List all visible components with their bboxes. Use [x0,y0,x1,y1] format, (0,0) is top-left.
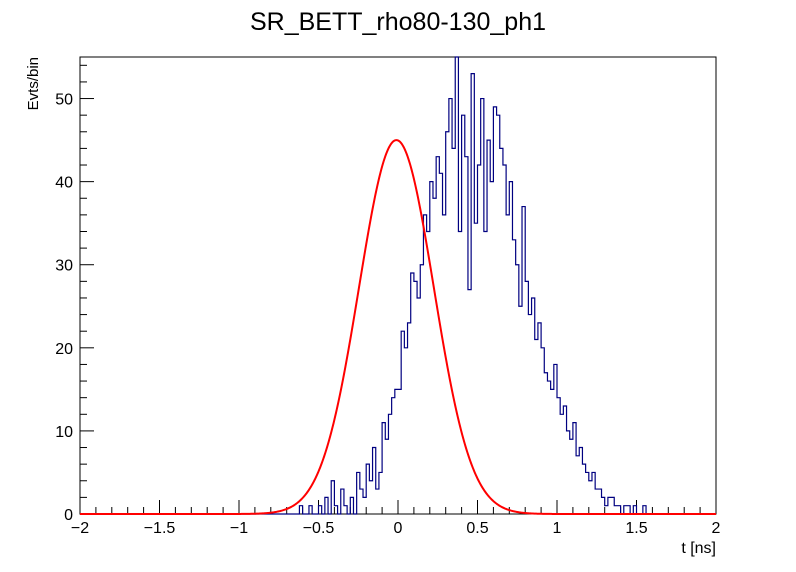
y-tick-label: 40 [55,175,73,192]
y-axis: 0 10 20 30 40 50 [55,64,94,524]
x-tick-label: −0.5 [303,520,335,537]
y-axis-label: Evts/bin [25,57,42,110]
x-tick-label: 0 [394,520,403,537]
x-axis: −2 −1.5 −1 −0.5 0 0.5 1 1.5 2 [71,500,721,537]
x-tick-label: 0.5 [466,520,488,537]
chart-title: SR_BETT_rho80-130_ph1 [250,8,546,36]
y-tick-label: 20 [55,341,73,358]
x-tick-label: −1 [230,520,248,537]
plot-area [79,56,717,515]
y-tick-label: 10 [55,424,73,441]
x-tick-label: 1.5 [625,520,647,537]
y-tick-label: 50 [55,92,73,109]
x-tick-label: 1 [553,520,562,537]
histogram-series [80,56,716,515]
x-tick-label: −2 [71,520,89,537]
y-tick-label: 0 [64,507,73,524]
x-tick-label: 2 [712,520,721,537]
plot-frame [79,56,717,515]
x-tick-label: −1.5 [144,520,176,537]
x-axis-label: t [ns] [681,540,716,557]
gaussian-fit-curve [80,139,716,515]
y-tick-label: 30 [55,258,73,275]
